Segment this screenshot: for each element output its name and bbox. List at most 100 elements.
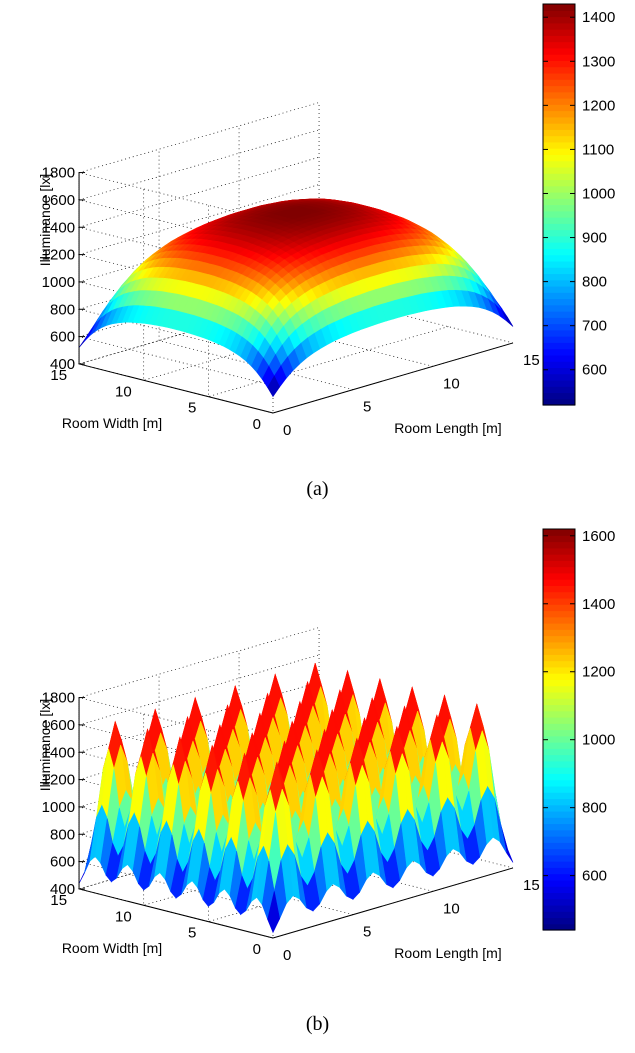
colorbar-step <box>543 210 575 218</box>
colorbar-step <box>543 622 575 630</box>
colorbar-step <box>543 823 575 831</box>
y-tick-label: 0 <box>253 941 261 958</box>
colorbar-step <box>543 267 575 275</box>
y-tick-label: 0 <box>253 416 261 433</box>
colorbar-step <box>543 72 575 80</box>
colorbar-step <box>543 867 575 875</box>
colorbar-step <box>543 535 575 543</box>
colorbar-step <box>543 248 575 256</box>
colorbar-step <box>543 610 575 618</box>
z-tick-label: 1000 <box>42 799 75 816</box>
colorbar-step <box>543 641 575 649</box>
colorbar-step <box>543 29 575 36</box>
colorbar-step <box>543 398 575 406</box>
colorbar-step <box>543 304 575 312</box>
colorbar-step <box>543 16 575 24</box>
caption-a: (a) <box>306 478 329 500</box>
colorbar-step <box>543 541 575 549</box>
colorbar-step <box>543 760 575 768</box>
colorbar-step <box>543 817 575 825</box>
colorbar-step <box>543 204 575 212</box>
axes: 400 600 800 1000 1200 1400 1600 1800 0 5 10 15 0 5 10 1… <box>37 165 540 439</box>
colorbar-step <box>543 842 575 850</box>
colorbar-step <box>543 904 575 912</box>
colorbar-step <box>543 886 575 894</box>
colorbar-step <box>543 554 575 561</box>
y-tick-label: 5 <box>188 400 196 417</box>
y-tick-label: 5 <box>188 925 196 942</box>
colorbar-step <box>543 616 575 624</box>
colorbar-frame <box>542 528 576 931</box>
z-tick-label: 1400 <box>42 744 75 761</box>
colorbar-step <box>543 748 575 756</box>
z-tick-label: 1600 <box>42 192 75 209</box>
colorbar-tick-label: 1300 <box>582 53 615 70</box>
x-axis-line <box>272 867 514 939</box>
colorbar-step <box>543 729 575 737</box>
colorbar-step <box>543 311 575 318</box>
colorbar-step <box>543 229 575 237</box>
colorbar-step <box>543 898 575 906</box>
colorbar-step <box>543 854 575 862</box>
colorbar-step <box>543 829 575 837</box>
colorbar-tick-label: 1600 <box>582 528 615 545</box>
z-tick-label: 1200 <box>42 247 75 264</box>
colorbar-step <box>543 141 575 149</box>
colorbar-step <box>543 104 575 112</box>
z-tick-label: 1000 <box>42 274 75 291</box>
colorbar-tick-label: 1200 <box>582 97 615 114</box>
colorbar-step <box>543 260 575 268</box>
colorbar-step <box>543 810 575 818</box>
colorbar-frame <box>542 3 576 406</box>
colorbar-step <box>543 4 575 11</box>
colorbar-step <box>543 660 575 668</box>
colorbar-step <box>543 97 575 105</box>
z-tick-label: 1800 <box>42 690 75 707</box>
colorbar-step <box>543 798 575 806</box>
x-axis-line <box>272 342 514 414</box>
x-tick-label: 10 <box>443 900 460 917</box>
colorbar-step <box>543 792 575 800</box>
colorbar-step <box>543 742 575 749</box>
colorbar-step <box>543 373 575 381</box>
colorbar-step <box>543 254 575 262</box>
illuminance-surface <box>78 663 514 934</box>
colorbar-step <box>543 354 575 362</box>
colorbar-step <box>543 879 575 887</box>
x-axis-label: Room Length [m] <box>394 420 501 436</box>
x-tick-label: 0 <box>283 422 291 439</box>
colorbar-step <box>543 917 575 925</box>
colorbar-tick-label: 800 <box>582 800 607 817</box>
colorbar-tick-label: 600 <box>582 362 607 379</box>
colorbar-step <box>543 704 575 712</box>
colorbar-step <box>543 804 575 812</box>
colorbar-tick-label: 1400 <box>582 596 615 613</box>
z-tick-label: 1400 <box>42 219 75 236</box>
illuminance-surface <box>78 198 514 398</box>
z-tick-label: 400 <box>50 356 75 373</box>
colorbar-step <box>543 836 575 843</box>
colorbar-step <box>543 785 575 793</box>
colorbar-step <box>543 585 575 593</box>
colorbar-tick-label: 900 <box>582 230 607 247</box>
colorbar-step <box>543 386 575 394</box>
colorbar-step <box>543 35 575 43</box>
colorbar-step <box>543 685 575 693</box>
colorbar-step <box>543 217 575 224</box>
colorbar-step <box>543 292 575 300</box>
colorbar-step <box>543 911 575 919</box>
colorbar-step <box>543 923 575 931</box>
colorbar-step <box>543 85 575 93</box>
colorbar-step <box>543 273 575 281</box>
colorbar: 600 800 1000 1200 1400 1600 <box>542 528 615 931</box>
colorbar-step <box>543 348 575 356</box>
colorbar-step <box>543 191 575 199</box>
colorbar-step <box>543 710 575 718</box>
y-axis-line <box>78 888 274 939</box>
colorbar-step <box>543 604 575 612</box>
colorbar-step <box>543 235 575 243</box>
colorbar-step <box>543 597 575 605</box>
surface-chart-a: 400 600 800 1000 1200 1400 1600 1800 0 5 10 15 0 5 10 1… <box>37 3 615 439</box>
caption-b: (b) <box>305 1013 330 1035</box>
colorbar-step <box>543 591 575 599</box>
